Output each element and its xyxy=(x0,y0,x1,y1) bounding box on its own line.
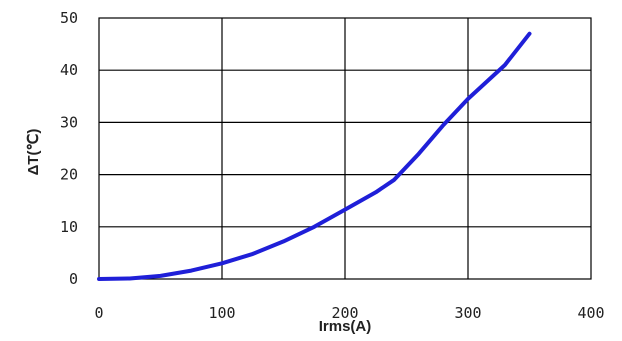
y-tick-label: 50 xyxy=(60,9,78,27)
y-tick-label: 40 xyxy=(60,61,78,79)
y-axis-label: ΔT(℃) xyxy=(25,129,42,176)
x-tick-label: 200 xyxy=(331,304,358,322)
x-axis-label: Irms(A) xyxy=(319,318,372,335)
y-tick-labels: 0 10 20 30 40 50 xyxy=(60,9,78,288)
y-tick-label: 0 xyxy=(69,270,78,288)
y-tick-label: 10 xyxy=(60,218,78,236)
series-layer xyxy=(97,31,532,281)
y-tick-label: 20 xyxy=(60,166,78,184)
x-tick-labels: 0 100 200 300 400 xyxy=(94,304,604,322)
y-tick-label: 30 xyxy=(60,113,78,131)
x-tick-label: 100 xyxy=(208,304,235,322)
x-tick-label: 0 xyxy=(94,304,103,322)
x-tick-label: 400 xyxy=(577,304,604,322)
series-line-0 xyxy=(97,31,532,281)
grid-lines xyxy=(99,18,591,279)
x-tick-label: 300 xyxy=(454,304,481,322)
